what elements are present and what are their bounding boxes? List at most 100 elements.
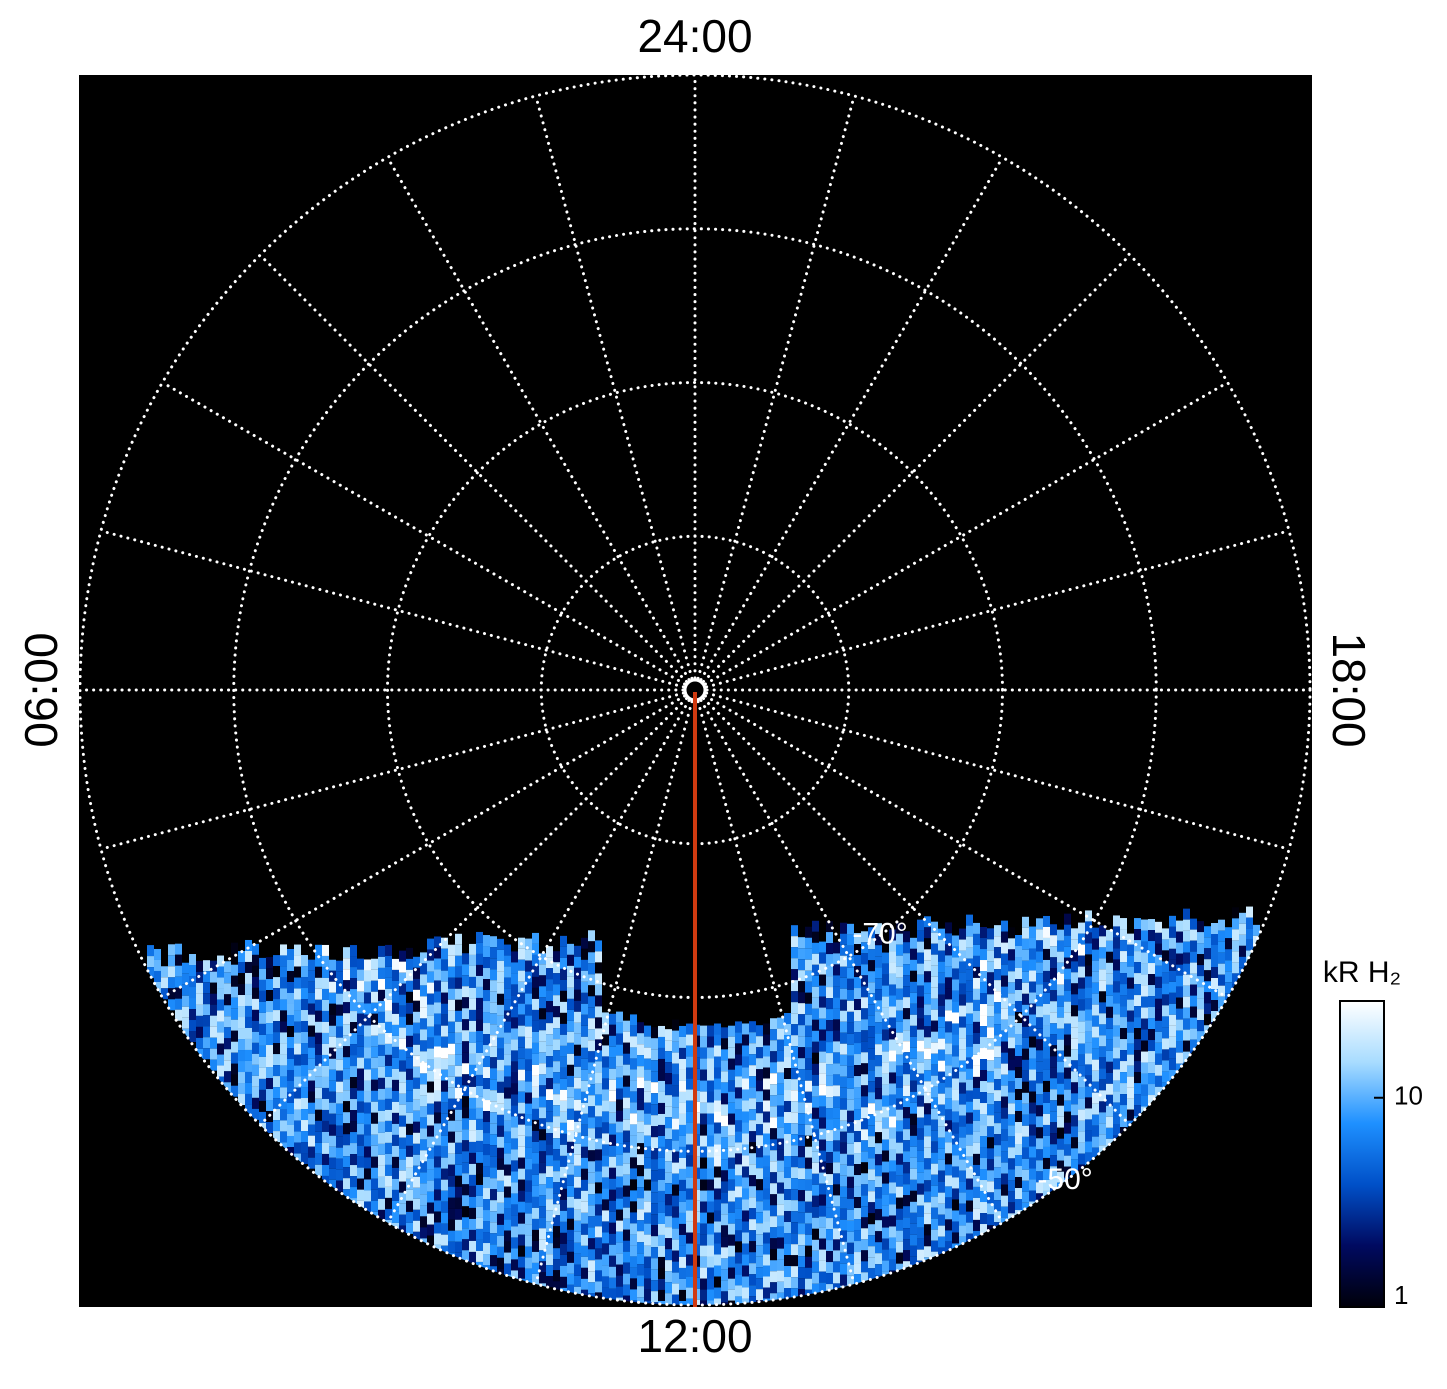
emission-cell <box>287 1036 294 1048</box>
emission-cell <box>539 1008 546 1020</box>
emission-cell <box>399 1115 406 1127</box>
emission-cell <box>637 1154 644 1166</box>
emission-cell <box>798 948 805 960</box>
emission-cell <box>861 1041 868 1053</box>
emission-cell <box>707 1190 714 1202</box>
emission-cell <box>490 947 497 959</box>
emission-cell <box>868 938 875 950</box>
emission-cell <box>826 921 833 933</box>
emission-cell <box>952 935 959 947</box>
emission-cell <box>490 991 497 1003</box>
emission-cell <box>560 1243 567 1255</box>
emission-cell <box>1036 984 1043 996</box>
emission-cell <box>973 988 980 1000</box>
emission-cell <box>791 1068 798 1080</box>
emission-cell <box>546 1243 553 1255</box>
emission-cell <box>1078 1021 1085 1033</box>
emission-cell <box>1246 928 1253 940</box>
emission-cell <box>875 1066 882 1078</box>
emission-cell <box>1043 1036 1050 1048</box>
emission-cell <box>945 1032 952 1044</box>
emission-cell <box>1106 1006 1113 1018</box>
emission-cell <box>812 1162 819 1174</box>
emission-cell <box>777 1248 784 1260</box>
emission-cell <box>819 1007 826 1019</box>
emission-cell <box>1050 1111 1057 1123</box>
emission-cell <box>728 1245 735 1257</box>
emission-cell <box>392 1024 399 1036</box>
emission-cell <box>987 1159 994 1171</box>
emission-cell <box>518 1135 525 1147</box>
emission-cell <box>833 1096 840 1108</box>
emission-cell <box>1162 961 1169 973</box>
emission-cell <box>665 1029 672 1041</box>
emission-cell <box>567 1262 574 1274</box>
emission-cell <box>651 1225 658 1237</box>
emission-cell <box>966 1090 973 1102</box>
emission-cell <box>770 1216 777 1228</box>
emission-cell <box>707 1025 714 1037</box>
emission-cell <box>1099 958 1106 970</box>
emission-cell <box>994 969 1001 981</box>
emission-cell <box>427 1015 434 1027</box>
emission-cell <box>896 1252 903 1264</box>
emission-cell <box>1001 1107 1008 1119</box>
emission-cell <box>945 1010 952 1022</box>
emission-cell <box>1043 959 1050 971</box>
emission-cell <box>525 1213 532 1225</box>
emission-cell <box>630 1047 637 1059</box>
emission-cell <box>406 980 413 992</box>
emission-cell <box>1008 1180 1015 1192</box>
emission-cell <box>553 962 560 974</box>
emission-cell <box>728 1080 735 1092</box>
emission-cell <box>973 1175 980 1187</box>
emission-cell <box>490 1156 497 1168</box>
emission-cell <box>917 1051 924 1063</box>
emission-cell <box>1169 970 1176 982</box>
emission-cell <box>588 1007 595 1019</box>
emission-cell <box>756 1113 763 1125</box>
emission-cell <box>1071 1137 1078 1149</box>
emission-cell <box>245 1016 252 1028</box>
emission-cell <box>973 1219 980 1231</box>
emission-cell <box>665 1161 672 1173</box>
emission-cell <box>588 963 595 975</box>
emission-cell <box>1043 1003 1050 1015</box>
emission-cell <box>441 1113 448 1125</box>
emission-cell <box>1071 1060 1078 1072</box>
emission-cell <box>903 986 910 998</box>
emission-cell <box>350 1066 357 1078</box>
emission-cell <box>266 1122 273 1134</box>
emission-cell <box>147 956 154 968</box>
emission-cell <box>1064 1023 1071 1035</box>
emission-cell <box>1064 1166 1071 1178</box>
emission-cell <box>952 990 959 1002</box>
emission-cell <box>1043 1168 1050 1180</box>
emission-cell <box>1232 907 1239 919</box>
emission-cell <box>931 954 938 966</box>
emission-cell <box>392 1145 399 1157</box>
emission-cell <box>546 1045 553 1057</box>
emission-cell <box>630 1036 637 1048</box>
emission-cell <box>1043 915 1050 927</box>
emission-cell <box>322 1076 329 1088</box>
emission-cell <box>602 1188 609 1200</box>
emission-cell <box>560 1265 567 1277</box>
emission-cell <box>1169 981 1176 993</box>
emission-cell <box>917 1238 924 1250</box>
emission-cell <box>560 1177 567 1189</box>
emission-cell <box>903 1030 910 1042</box>
emission-cell <box>427 982 434 994</box>
emission-cell <box>455 955 462 967</box>
emission-cell <box>826 1020 833 1032</box>
emission-cell <box>805 992 812 1004</box>
emission-cell <box>343 1189 350 1201</box>
emission-cell <box>1127 1054 1134 1066</box>
emission-cell <box>1120 1061 1127 1073</box>
emission-cell <box>616 1264 623 1276</box>
emission-cell <box>903 1041 910 1053</box>
emission-cell <box>490 1167 497 1179</box>
emission-cell <box>448 988 455 1000</box>
emission-cell <box>868 982 875 994</box>
emission-cell <box>574 1055 581 1067</box>
